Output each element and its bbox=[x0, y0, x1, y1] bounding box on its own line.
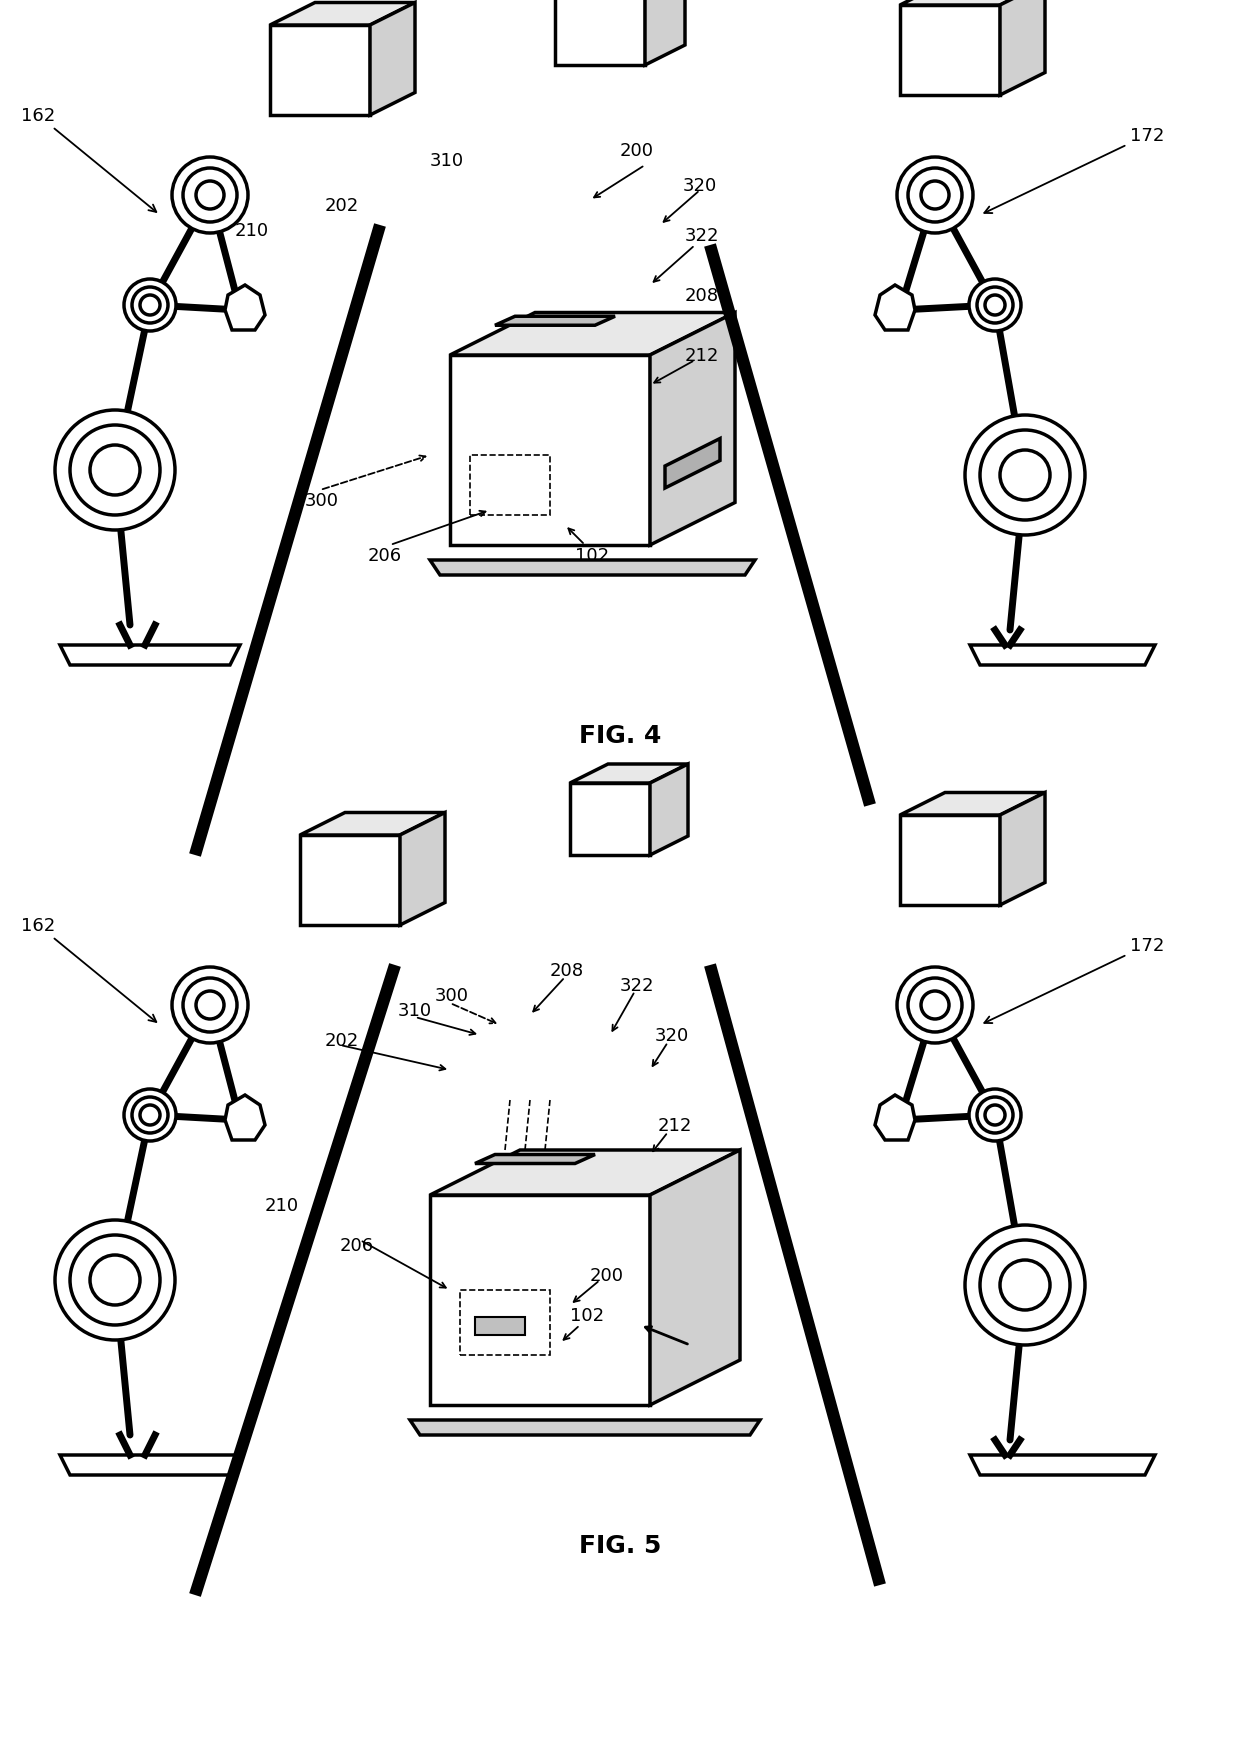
Polygon shape bbox=[645, 0, 684, 67]
Polygon shape bbox=[224, 1095, 265, 1141]
Text: 208: 208 bbox=[551, 962, 584, 979]
Polygon shape bbox=[495, 318, 615, 326]
Circle shape bbox=[897, 158, 973, 233]
Text: 202: 202 bbox=[325, 1032, 360, 1049]
Bar bbox=[460, 1290, 551, 1355]
Text: 206: 206 bbox=[340, 1236, 374, 1255]
Text: 212: 212 bbox=[684, 347, 719, 365]
Text: 210: 210 bbox=[236, 221, 269, 240]
Polygon shape bbox=[450, 314, 735, 356]
Circle shape bbox=[968, 279, 1021, 332]
Polygon shape bbox=[410, 1420, 760, 1436]
Text: 102: 102 bbox=[575, 548, 609, 565]
Polygon shape bbox=[900, 5, 999, 97]
Text: 162: 162 bbox=[21, 107, 156, 212]
Polygon shape bbox=[650, 1150, 740, 1406]
Polygon shape bbox=[300, 835, 401, 925]
Text: 322: 322 bbox=[684, 226, 719, 246]
Text: 162: 162 bbox=[21, 916, 156, 1023]
Polygon shape bbox=[650, 314, 735, 546]
Polygon shape bbox=[900, 0, 1045, 5]
Polygon shape bbox=[430, 1150, 740, 1195]
Polygon shape bbox=[875, 286, 915, 330]
Text: 320: 320 bbox=[655, 1027, 689, 1044]
Text: 310: 310 bbox=[398, 1002, 432, 1020]
Polygon shape bbox=[570, 783, 650, 855]
Text: 206: 206 bbox=[368, 548, 402, 565]
Polygon shape bbox=[875, 1095, 915, 1141]
Text: 310: 310 bbox=[430, 153, 464, 170]
Circle shape bbox=[968, 1090, 1021, 1141]
Circle shape bbox=[897, 967, 973, 1044]
Circle shape bbox=[965, 1225, 1085, 1346]
Polygon shape bbox=[970, 1455, 1154, 1476]
Text: 212: 212 bbox=[658, 1116, 692, 1134]
Polygon shape bbox=[900, 816, 999, 906]
Text: 200: 200 bbox=[620, 142, 653, 160]
Circle shape bbox=[124, 279, 176, 332]
Polygon shape bbox=[60, 646, 241, 665]
Polygon shape bbox=[430, 560, 755, 576]
Text: 172: 172 bbox=[985, 937, 1164, 1023]
Circle shape bbox=[172, 158, 248, 233]
Circle shape bbox=[124, 1090, 176, 1141]
Polygon shape bbox=[300, 813, 445, 835]
Polygon shape bbox=[475, 1155, 595, 1164]
Text: 102: 102 bbox=[570, 1306, 604, 1325]
Polygon shape bbox=[900, 793, 1045, 816]
Polygon shape bbox=[650, 765, 688, 855]
Polygon shape bbox=[270, 4, 415, 26]
Text: 320: 320 bbox=[683, 177, 717, 195]
Text: FIG. 5: FIG. 5 bbox=[579, 1534, 661, 1557]
Circle shape bbox=[172, 967, 248, 1044]
Polygon shape bbox=[556, 0, 645, 67]
Circle shape bbox=[55, 411, 175, 530]
Text: 208: 208 bbox=[684, 286, 719, 305]
Polygon shape bbox=[270, 26, 370, 116]
Bar bbox=[470, 456, 551, 516]
Polygon shape bbox=[475, 1318, 525, 1336]
Text: 172: 172 bbox=[985, 126, 1164, 214]
Polygon shape bbox=[401, 813, 445, 925]
Circle shape bbox=[55, 1220, 175, 1341]
Polygon shape bbox=[60, 1455, 241, 1476]
Text: 200: 200 bbox=[590, 1267, 624, 1285]
Circle shape bbox=[965, 416, 1085, 535]
Polygon shape bbox=[370, 4, 415, 116]
Polygon shape bbox=[665, 439, 720, 488]
Polygon shape bbox=[430, 1195, 650, 1406]
Polygon shape bbox=[999, 793, 1045, 906]
Polygon shape bbox=[450, 356, 650, 546]
Text: 322: 322 bbox=[620, 976, 655, 995]
Text: 300: 300 bbox=[435, 986, 469, 1004]
Text: 300: 300 bbox=[305, 491, 339, 509]
Polygon shape bbox=[224, 286, 265, 330]
Polygon shape bbox=[999, 0, 1045, 97]
Text: 202: 202 bbox=[325, 197, 360, 214]
Polygon shape bbox=[970, 646, 1154, 665]
Text: 210: 210 bbox=[265, 1197, 299, 1214]
Text: FIG. 4: FIG. 4 bbox=[579, 723, 661, 748]
Polygon shape bbox=[570, 765, 688, 783]
